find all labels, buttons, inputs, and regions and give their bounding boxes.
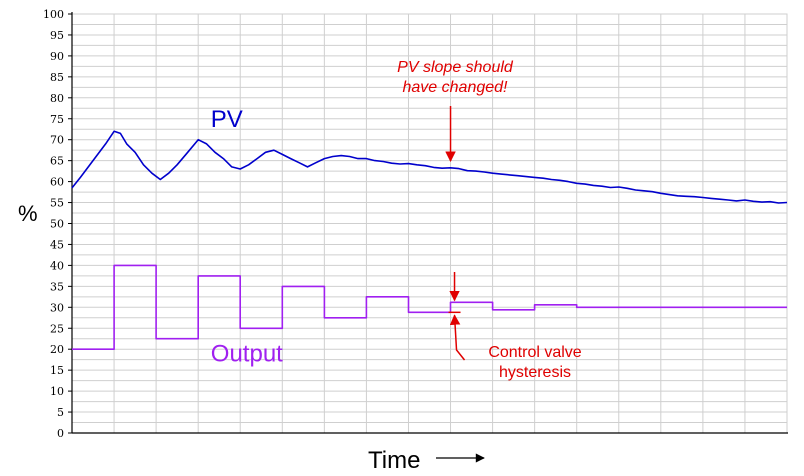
series-layer: PV Output	[71, 106, 788, 367]
y-tick-label: 90	[50, 50, 64, 63]
y-tick-label: 60	[50, 176, 64, 189]
annotation-pv-slope-line: have changed!	[403, 79, 509, 96]
annotation-hysteresis: Control valve hysteresis	[488, 344, 581, 381]
annotation-hysteresis-line: Control valve	[488, 344, 581, 361]
x-axis-label: Time	[368, 447, 420, 474]
y-tick-label: 100	[43, 8, 64, 21]
y-tick-label: 75	[50, 113, 64, 126]
y-tick-label: 35	[50, 280, 64, 293]
y-tick-label: 70	[50, 134, 64, 147]
y-tick-label: 5	[57, 406, 64, 419]
y-tick-label: 50	[50, 218, 64, 231]
annotations: PV slope should have changed! Control valv…	[397, 59, 582, 381]
series-pv-label: PV	[211, 106, 243, 133]
y-axis-ticks: 0 5 10 15 20 25 30 35 40 45 50 55 60 65 70 75 80 85 90 95 10…	[43, 8, 72, 440]
series-pv-line	[71, 130, 788, 204]
series-output-line	[72, 264, 787, 350]
series-output-label: Output	[211, 340, 283, 367]
y-tick-label: 10	[50, 385, 64, 398]
y-tick-label: 15	[50, 364, 64, 377]
annotation-hysteresis-arrow-up	[449, 314, 466, 361]
y-tick-label: 45	[50, 238, 64, 251]
y-tick-label: 95	[50, 29, 64, 42]
y-tick-label: 25	[50, 322, 64, 335]
y-tick-label: 20	[50, 343, 64, 356]
annotation-pv-slope-line: PV slope should	[397, 59, 514, 76]
y-tick-label: 30	[50, 301, 64, 314]
axis-labels: % Time	[18, 201, 485, 474]
y-tick-label: 65	[50, 155, 64, 168]
grid	[71, 12, 788, 434]
annotation-hysteresis-line: hysteresis	[499, 364, 571, 381]
y-tick-label: 40	[50, 259, 64, 272]
y-tick-label: 55	[50, 197, 64, 210]
y-tick-label: 80	[50, 92, 64, 105]
annotation-pv-slope: PV slope should have changed!	[397, 59, 514, 96]
y-tick-label: 85	[50, 71, 64, 84]
y-axis-label: %	[18, 201, 38, 226]
y-tick-label: 0	[57, 427, 64, 440]
